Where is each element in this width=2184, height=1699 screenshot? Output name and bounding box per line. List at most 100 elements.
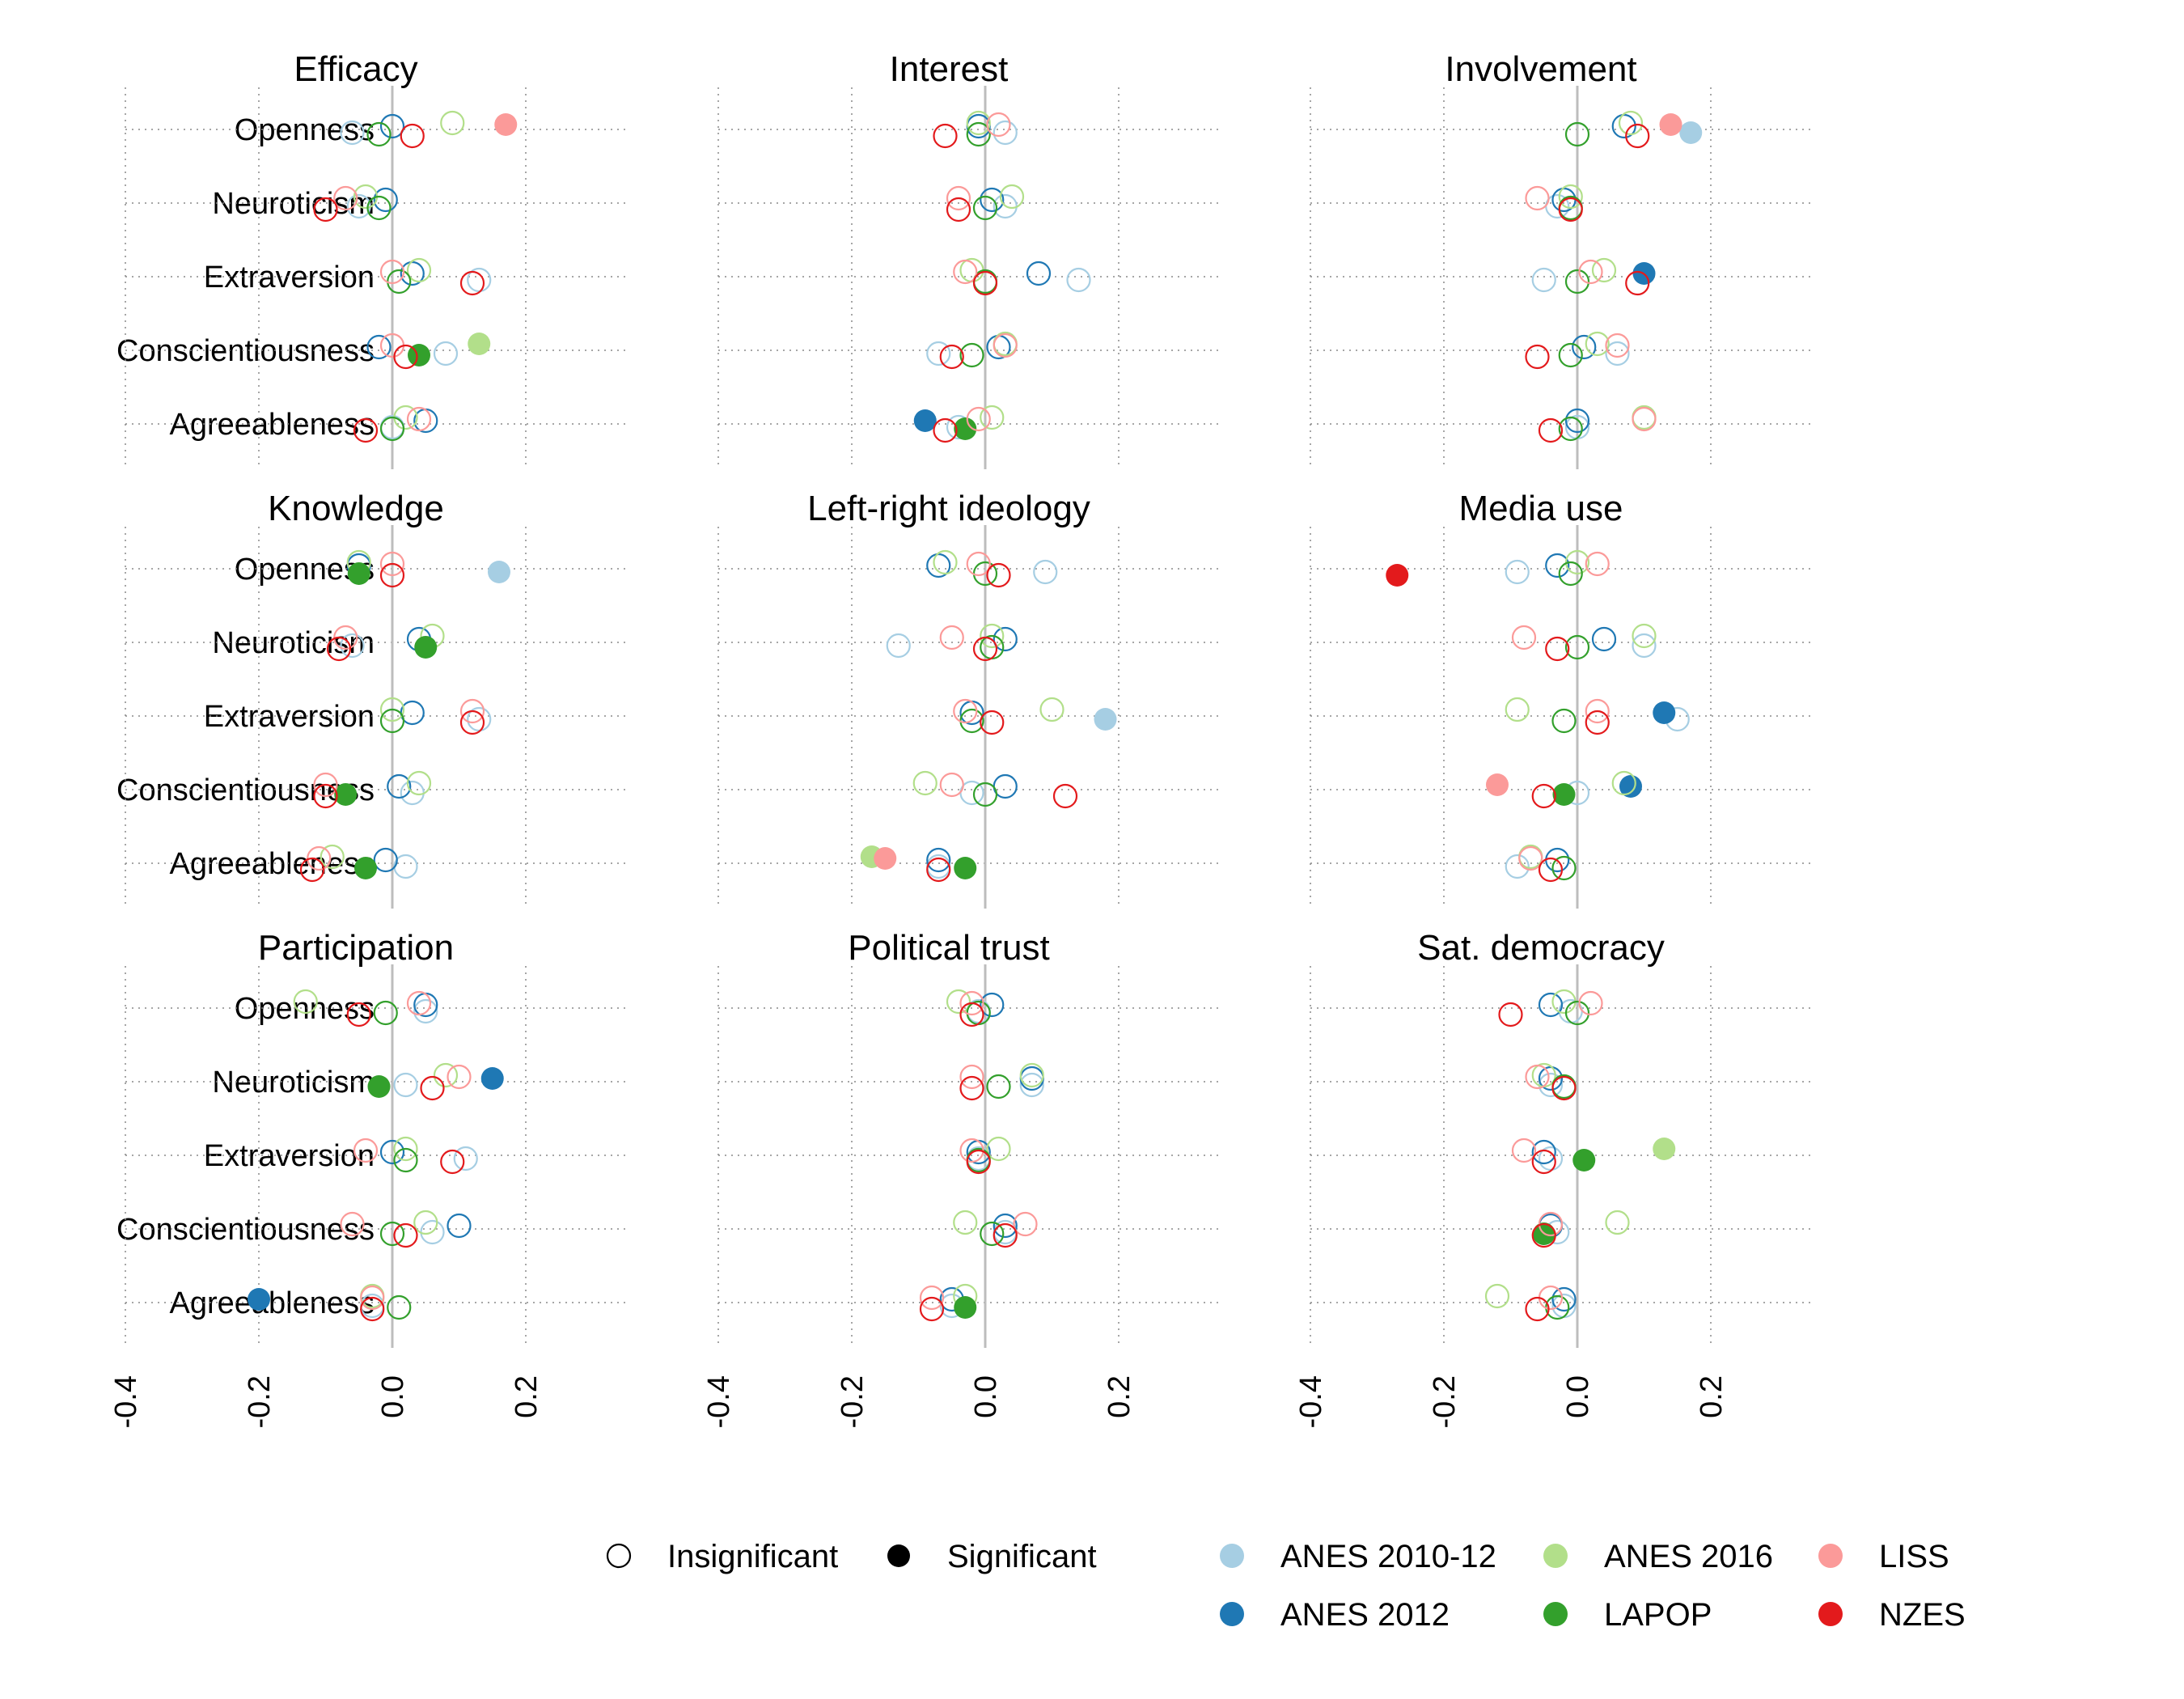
data-point-nzes-agreeableness	[1538, 857, 1564, 883]
data-point-nzes-openness	[1386, 564, 1409, 587]
data-point-anes-2016-openness	[966, 110, 991, 136]
legend-label-significant: Significant	[947, 1539, 1097, 1574]
panel-title: Left-right ideology	[807, 489, 1090, 528]
data-point-anes-2016-neuroticism	[1019, 1062, 1044, 1088]
data-point-anes-2010-12-extraversion	[1531, 267, 1556, 293]
data-point-lapop-openness	[1558, 561, 1583, 587]
data-point-anes-2010-12-extraversion	[453, 1146, 478, 1172]
panel-title: Sat. democracy	[1417, 928, 1665, 968]
data-point-lapop-agreeableness	[1551, 855, 1577, 881]
data-point-anes-2012-agreeableness	[913, 409, 937, 432]
data-point-lapop-extraversion	[1564, 269, 1590, 294]
panel-title: Involvement	[1445, 49, 1636, 89]
data-point-nzes-extraversion	[1625, 270, 1650, 296]
panel-media-use: Media use	[1310, 489, 1812, 909]
x-tick-label: -0.4	[1294, 1375, 1328, 1428]
panel-involvement: Involvement	[1310, 49, 1812, 469]
data-point-liss-extraversion	[459, 698, 485, 724]
data-point-anes-2012-openness	[980, 992, 1005, 1018]
data-point-anes-2016-neuroticism	[1632, 623, 1657, 649]
data-point-liss-agreeableness	[919, 1285, 945, 1311]
data-point-liss-neuroticism	[333, 625, 358, 650]
data-point-liss-extraversion	[1511, 1138, 1537, 1163]
x-tick-label: -0.2	[836, 1375, 870, 1428]
data-point-lapop-extraversion	[1572, 1149, 1596, 1172]
row-label-agreeableness: Agreeableness	[169, 408, 375, 442]
data-point-anes-2016-extraversion	[379, 697, 405, 722]
data-point-lapop-neuroticism	[414, 636, 438, 659]
data-point-anes-2012-extraversion	[379, 1139, 405, 1165]
panel-knowledge: Knowledge	[125, 489, 627, 909]
data-point-liss-conscientiousness	[1538, 1211, 1564, 1237]
data-point-nzes-openness	[986, 562, 1011, 588]
data-point-anes-2012-neuroticism	[993, 626, 1018, 652]
panel-title: Political trust	[848, 928, 1049, 968]
data-point-anes-2010-12-openness	[488, 561, 510, 583]
data-point-nzes-conscientiousness	[393, 344, 418, 370]
data-point-liss-agreeableness	[874, 847, 897, 870]
data-point-nzes-extraversion	[980, 710, 1005, 735]
data-point-anes-2016-conscientiousness	[953, 1210, 978, 1235]
data-point-liss-neuroticism	[1525, 1064, 1550, 1090]
legend-key-lapop	[1543, 1602, 1568, 1626]
legend-key-anes-2010-12	[1220, 1544, 1244, 1568]
row-label-neuroticism: Neuroticism	[212, 187, 375, 221]
legend-label-anes-2012: ANES 2012	[1280, 1597, 1450, 1633]
data-point-anes-2010-12-extraversion	[1094, 708, 1117, 731]
data-point-liss-openness	[1578, 990, 1603, 1016]
data-point-anes-2016-extraversion	[1591, 257, 1617, 283]
legend-label-liss: LISS	[1879, 1539, 1949, 1574]
data-point-lapop-agreeableness	[954, 417, 977, 440]
data-point-anes-2012-conscientiousness	[993, 1213, 1018, 1239]
data-point-lapop-conscientiousness	[334, 783, 358, 806]
data-point-anes-2016-conscientiousness	[468, 333, 491, 355]
data-point-anes-2016-neuroticism	[1558, 184, 1583, 210]
row-label-conscientiousness: Conscientiousness	[116, 334, 375, 368]
data-point-anes-2012-openness	[1545, 553, 1570, 578]
data-point-anes-2010-12-openness	[1679, 121, 1703, 144]
legend-label-lapop: LAPOP	[1604, 1597, 1712, 1633]
x-tick-label: -0.2	[243, 1375, 277, 1428]
data-point-lapop-agreeableness	[954, 857, 977, 879]
legend-label-insignificant: Insignificant	[667, 1539, 838, 1574]
legend-label-nzes: NZES	[1879, 1597, 1966, 1633]
data-point-anes-2012-extraversion	[1653, 701, 1676, 724]
data-point-nzes-conscientiousness	[1531, 1222, 1556, 1248]
row-label-extraversion: Extraversion	[204, 700, 375, 734]
panel-title: Media use	[1458, 489, 1623, 528]
data-point-anes-2010-12-neuroticism	[886, 633, 911, 659]
data-point-lapop-openness	[966, 121, 991, 147]
row-label-neuroticism: Neuroticism	[212, 626, 375, 660]
data-point-liss-neuroticism	[946, 185, 971, 211]
row-label-openness: Openness	[235, 113, 375, 147]
legend-key-nzes	[1818, 1602, 1843, 1626]
data-point-nzes-openness	[379, 562, 405, 588]
row-label-agreeableness: Agreeableness	[169, 1286, 375, 1320]
data-point-anes-2016-extraversion	[986, 1136, 1011, 1162]
data-point-anes-2010-12-openness	[993, 120, 1018, 146]
data-point-liss-openness	[494, 113, 518, 136]
legend-label-anes-2010-12: ANES 2010-12	[1280, 1539, 1496, 1574]
data-point-lapop-neuroticism	[972, 195, 998, 221]
data-point-liss-neuroticism	[1511, 625, 1537, 650]
data-point-nzes-extraversion	[966, 1149, 991, 1175]
data-point-nzes-conscientiousness	[993, 1222, 1018, 1248]
data-point-liss-openness	[379, 551, 405, 577]
data-point-anes-2012-agreeableness	[926, 847, 951, 873]
data-point-liss-openness	[959, 990, 984, 1016]
row-label-conscientiousness: Conscientiousness	[116, 773, 375, 807]
data-point-liss-openness	[1659, 113, 1682, 136]
x-tick-label: 0.2	[1103, 1375, 1136, 1418]
data-point-anes-2016-extraversion	[1505, 697, 1530, 722]
data-point-anes-2012-agreeableness	[248, 1288, 270, 1311]
data-point-nzes-openness	[1625, 123, 1650, 149]
data-point-anes-2012-neuroticism	[980, 187, 1005, 213]
data-point-lapop-neuroticism	[367, 1075, 391, 1098]
data-point-liss-extraversion	[959, 1138, 984, 1163]
data-point-anes-2016-conscientiousness	[413, 1210, 438, 1235]
data-point-liss-conscientiousness	[939, 772, 964, 798]
x-tick-label: -0.2	[1428, 1375, 1462, 1428]
data-point-anes-2016-neuroticism	[980, 623, 1005, 649]
